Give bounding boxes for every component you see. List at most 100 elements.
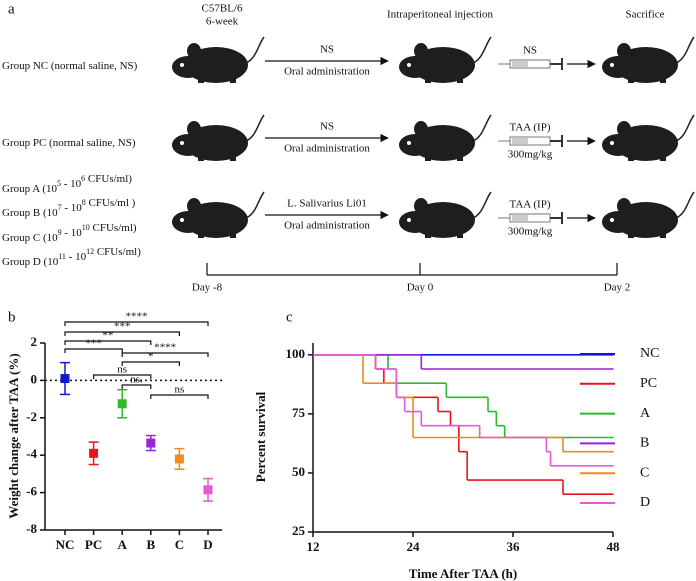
y-axis-label: Percent survival: [253, 391, 268, 482]
y-tick-label: -2: [26, 409, 37, 424]
survival-end: [612, 465, 614, 467]
injection: TAA (IP): [510, 122, 551, 134]
route: Oral administration: [284, 143, 370, 155]
dose: 300mg/kg: [508, 149, 553, 161]
injection: NS: [523, 45, 537, 57]
y-tick-label: 100: [286, 346, 306, 361]
panel-label: b: [8, 309, 16, 325]
route: Oral administration: [284, 66, 370, 78]
bracket: [121, 384, 152, 389]
bracket: [93, 374, 152, 379]
marker: [146, 438, 156, 448]
bracket: [121, 361, 180, 366]
group-text: CFUs/ml): [85, 173, 132, 185]
x-tick-label: NC: [56, 537, 75, 552]
marker: [117, 399, 127, 409]
survival-end: [612, 368, 614, 370]
treatment: NS: [320, 121, 334, 133]
group-sup: 7: [58, 203, 62, 212]
legend-label: A: [640, 406, 651, 421]
panel-label: a: [8, 1, 15, 17]
marker: [203, 485, 213, 495]
panel-a-art: [171, 36, 695, 276]
y-tick-label: 50: [292, 464, 305, 479]
group-text: - 10: [62, 227, 83, 239]
y-tick-label: -8: [26, 521, 37, 536]
significance-label: ns: [117, 364, 127, 376]
significance-label: *: [148, 351, 154, 363]
route: Oral administration: [284, 220, 370, 232]
bracket: [64, 331, 180, 336]
group-sup: 10: [82, 223, 90, 232]
label: C57BL/6: [202, 3, 243, 15]
group-sup: 12: [86, 247, 94, 256]
timeline-label: Day 0: [407, 282, 434, 294]
group-label: Group B (107 - 108 CFUs/ml ): [2, 197, 136, 219]
label: Intraperitoneal injection: [387, 9, 493, 21]
significance-label: ***: [85, 338, 102, 350]
treatment: NS: [320, 44, 334, 56]
group-text: - 10: [62, 202, 83, 214]
x-tick-label: PC: [85, 537, 102, 552]
y-tick-label: 0: [31, 371, 38, 386]
significance-label: ns.: [130, 374, 143, 386]
x-tick-label: 36: [507, 539, 521, 554]
x-tick-label: B: [146, 537, 155, 552]
group-text: CFUs/ml): [94, 246, 141, 258]
group-sup: 6: [81, 174, 85, 183]
legend-label: C: [640, 465, 649, 480]
group-text: - 10: [61, 178, 82, 190]
injection: TAA (IP): [510, 199, 551, 211]
survival-end: [612, 450, 614, 453]
y-tick-label: 75: [292, 405, 306, 420]
group-label: Group NC (normal saline, NS): [2, 60, 138, 72]
legend-label: NC: [640, 346, 659, 361]
group-label: Group D (1011 - 1012 CFUs/ml): [2, 246, 141, 268]
y-tick-label: -6: [26, 484, 37, 499]
bracket: [64, 321, 209, 326]
group-text: Group NC (normal saline, NS): [2, 60, 138, 72]
significance-label: **: [102, 330, 113, 342]
group-label: Group PC (normal saline, NS): [2, 137, 136, 149]
significance-label: ***: [114, 321, 131, 333]
y-tick-label: 2: [31, 334, 38, 349]
group-text: Group PC (normal saline, NS): [2, 137, 136, 149]
group-sup: 5: [57, 179, 61, 188]
timeline-label: Day 2: [604, 282, 631, 294]
label: 6-week: [206, 16, 239, 28]
bracket: [64, 340, 152, 345]
timeline-label: Day -8: [192, 282, 223, 294]
marker: [89, 448, 99, 458]
label: Sacrifice: [625, 9, 664, 21]
group-text: Group C (10: [2, 232, 58, 244]
significance-label: ns: [175, 384, 185, 396]
legend-label: D: [640, 495, 650, 510]
y-axis-label: Weight change after TAA (%): [6, 353, 21, 518]
dose: 300mg/kg: [508, 226, 553, 238]
group-sup: 9: [58, 228, 62, 237]
bracket: [121, 352, 209, 357]
significance-label: ****: [126, 311, 148, 323]
panel-label: c: [286, 309, 293, 325]
group-label: Group C (109 - 1010 CFUs/ml): [2, 222, 137, 244]
marker: [174, 454, 184, 464]
x-tick-label: 48: [607, 539, 621, 554]
group-sup: 11: [58, 252, 66, 261]
y-tick-label: -4: [26, 446, 37, 461]
x-axis-label: Time After TAA (h): [409, 566, 517, 581]
group-text: Group B (10: [2, 207, 58, 219]
survival-end: [612, 436, 614, 439]
marker: [60, 374, 70, 384]
group-text: Group A (10: [2, 183, 58, 195]
bracket: [64, 348, 123, 353]
x-tick-label: A: [118, 537, 128, 552]
survival-end: [612, 493, 614, 496]
group-label: Group A (105 - 106 CFUs/ml): [2, 173, 132, 195]
group-text: Group D (10: [2, 256, 59, 268]
x-tick-label: D: [203, 537, 212, 552]
x-tick-label: C: [175, 537, 184, 552]
group-text: CFUs/ml ): [86, 197, 136, 209]
group-text: CFUs/ml): [90, 222, 137, 234]
treatment: L. Salivarius Li01: [287, 198, 367, 210]
